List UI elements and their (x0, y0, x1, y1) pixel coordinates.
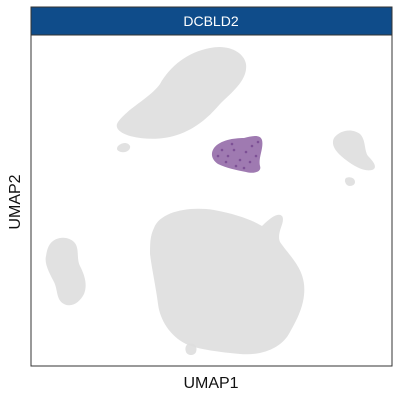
facet-strip-title: DCBLD2 (183, 13, 238, 29)
expressing-point (238, 158, 242, 162)
expressing-point (224, 160, 228, 164)
cluster-top-left (116, 46, 247, 139)
expressing-point (230, 142, 234, 146)
expressing-point (256, 140, 260, 144)
expressing-point (232, 148, 236, 152)
expressing-point (234, 164, 238, 168)
cluster-top-right (332, 130, 375, 171)
expressing-point (254, 154, 258, 158)
cluster-top-right-tail (344, 177, 355, 186)
cluster-middle-expressing (211, 136, 263, 173)
expressing-point (216, 154, 220, 158)
expressing-point (244, 150, 248, 154)
expressing-point (242, 166, 246, 170)
expressing-point (250, 144, 254, 148)
expressing-point (248, 160, 252, 164)
cluster-large-bottom (150, 208, 305, 355)
expressing-point (220, 148, 224, 152)
cluster-bottom-tail (185, 343, 197, 355)
y-axis-label: UMAP2 (7, 174, 24, 229)
cluster-layer (45, 46, 375, 355)
cluster-top-left-tail (117, 143, 131, 153)
facet-strip (30, 6, 393, 36)
x-axis-label: UMAP1 (183, 375, 238, 392)
expressing-point (226, 154, 230, 158)
cluster-left (45, 237, 86, 306)
